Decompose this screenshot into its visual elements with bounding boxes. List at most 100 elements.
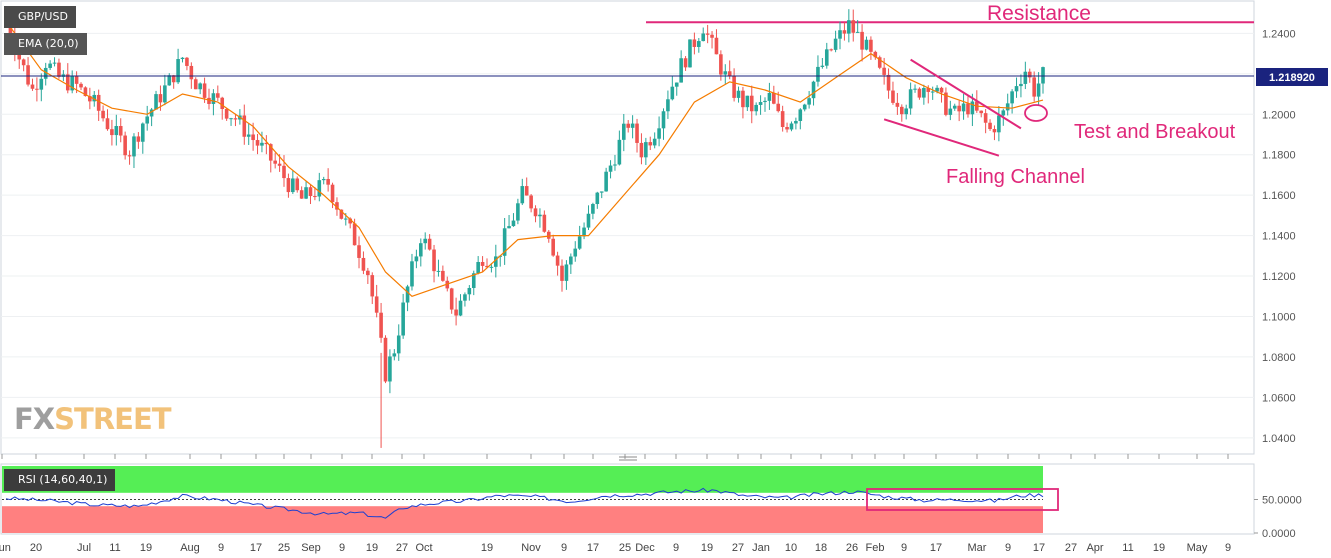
candle-body <box>904 108 909 115</box>
candle-body <box>758 102 763 105</box>
candle-body <box>401 302 405 336</box>
candle-body <box>242 115 247 137</box>
candle-body <box>516 203 520 221</box>
candle-body <box>255 140 260 146</box>
candle-body <box>551 238 555 256</box>
candle-body <box>70 76 74 91</box>
candle-body <box>432 249 436 272</box>
candle-body <box>88 96 92 102</box>
candle-body <box>802 104 807 110</box>
candle-body <box>546 231 551 239</box>
candle-body <box>30 84 35 89</box>
candle-body <box>198 83 202 90</box>
candle-body <box>79 83 83 88</box>
candle-body <box>494 256 498 267</box>
candle-body <box>966 103 970 115</box>
candle-body <box>291 178 295 193</box>
candle-body <box>140 123 145 142</box>
candle-body <box>1005 103 1010 111</box>
candle-body <box>670 86 675 100</box>
ema-20-line <box>5 20 1044 297</box>
x-tick-label: Oct <box>415 542 432 554</box>
candle-body <box>860 31 864 50</box>
x-tick-label: Nov <box>521 542 541 554</box>
candle-body <box>913 88 917 90</box>
candle-body <box>877 57 882 68</box>
candle-body <box>736 90 741 98</box>
candle-body <box>560 265 564 281</box>
candle-body <box>299 190 304 199</box>
pane-resize-handle[interactable] <box>619 456 637 461</box>
candle-body <box>216 93 220 98</box>
candle-body <box>917 88 922 98</box>
candle-body <box>502 228 507 256</box>
candle-body <box>1023 71 1028 84</box>
candle-body <box>970 101 975 115</box>
x-tick-label: 25 <box>278 542 290 554</box>
candle-body <box>714 37 719 55</box>
x-tick-label: 20 <box>30 542 42 554</box>
candle-body <box>935 87 939 92</box>
candle-body <box>926 87 931 92</box>
candle-body <box>454 309 458 316</box>
candle-body <box>652 138 657 146</box>
candle-body <box>692 39 697 47</box>
candle-body <box>886 74 891 91</box>
candle-body <box>167 75 172 86</box>
candle-body <box>701 33 706 42</box>
candle-body <box>427 238 432 250</box>
symbol-tag[interactable]: GBP/USD <box>4 6 76 28</box>
breakout-annotation: Test and Breakout <box>1074 121 1236 143</box>
candle-body <box>313 196 317 198</box>
candle-body <box>626 123 630 128</box>
x-tick-label: Aug <box>180 542 200 554</box>
ema-tag[interactable]: EMA (20,0) <box>4 33 87 55</box>
candle-body <box>229 118 233 120</box>
candle-body <box>158 94 163 103</box>
candle-body <box>595 192 600 205</box>
candle-body <box>39 78 44 90</box>
main-plot-border <box>0 0 1255 455</box>
candle-body <box>873 51 878 58</box>
candle-body <box>944 92 948 115</box>
x-tick-label: 19 <box>701 542 713 554</box>
candle-body <box>908 89 913 109</box>
y-tick-label: 1.1600 <box>1262 190 1296 202</box>
candle-body <box>772 93 776 104</box>
candle-body <box>326 179 330 185</box>
candle-body <box>1027 71 1032 78</box>
x-tick-label: 27 <box>1065 542 1077 554</box>
candle-body <box>308 187 313 197</box>
candle-body <box>489 266 494 268</box>
rsi-highlight-box <box>866 488 1059 511</box>
candle-body <box>807 98 811 105</box>
candle-body <box>749 95 754 112</box>
candlestick-series <box>4 9 1045 448</box>
resistance-annotation: Resistance <box>987 2 1091 25</box>
candle-body <box>644 142 648 158</box>
x-tick-label: 25 <box>619 542 631 554</box>
x-tick-label: 9 <box>218 542 224 554</box>
candle-body <box>282 165 286 179</box>
candle-body <box>370 275 375 297</box>
candle-body <box>74 76 79 84</box>
candle-body <box>529 195 533 209</box>
candle-body <box>127 155 132 157</box>
candle-body <box>441 270 445 281</box>
candle-body <box>118 126 123 136</box>
candle-body <box>763 100 767 103</box>
rsi-line <box>5 487 1044 519</box>
candle-body <box>1014 86 1019 92</box>
candle-body <box>899 106 904 115</box>
candle-body <box>21 59 26 66</box>
rsi-tag[interactable]: RSI (14,60,40,1) <box>4 469 116 491</box>
candle-body <box>388 356 392 382</box>
x-tick-label: 9 <box>1005 542 1011 554</box>
candle-body <box>8 21 13 39</box>
candle-body <box>604 171 608 192</box>
candle-body <box>719 54 723 75</box>
candle-body <box>114 126 119 136</box>
candle-body <box>754 104 758 112</box>
candle-body <box>136 136 141 142</box>
x-tick-label: 19 <box>366 542 378 554</box>
